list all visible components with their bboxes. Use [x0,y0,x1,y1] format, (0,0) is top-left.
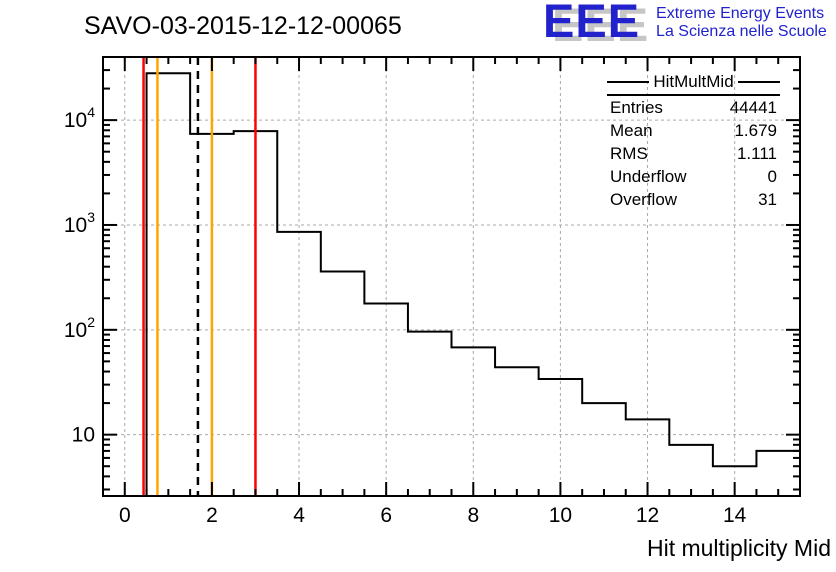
x-tick-label: 2 [206,504,218,527]
stats-row-mean: Mean 1.679 [607,119,780,142]
y-tick-label: 10 [72,424,95,447]
stats-title-row: HitMultMid [607,70,781,96]
stats-title: HitMultMid [653,72,734,91]
stats-value: 31 [758,189,777,209]
stats-row-underflow: Underflow 0 [607,165,780,188]
stats-row-overflow: Overflow 31 [607,188,780,211]
x-tick-label: 0 [119,504,131,527]
stats-box: HitMultMid Entries 44441 Mean 1.679 RMS … [607,70,781,211]
stats-border-line [607,81,650,83]
stats-label: Underflow [610,166,687,186]
eee-logo-acronym: EEE [543,0,641,47]
x-axis-title: Hit multiplicity Mid [646,535,831,561]
x-tick-label: 8 [467,504,479,527]
histogram-step-line [103,72,800,497]
stats-label: Mean [610,120,653,140]
stats-border-line [737,81,781,83]
eee-logo-line1: Extreme Energy Events [656,5,825,22]
eee-logo: EEE Extreme Energy Events La Scienza nel… [543,0,827,47]
plot-title: SAVO-03-2015-12-12-00065 [84,12,402,40]
stats-value: 44441 [729,97,777,117]
x-tick-label: 4 [293,504,305,527]
y-tick-label: 103 [64,209,95,237]
stats-row-entries: Entries 44441 [607,96,780,119]
stats-label: Overflow [610,189,678,209]
x-tick-label: 14 [723,504,747,527]
x-tick-label: 10 [549,504,572,527]
stats-row-rms: RMS 1.111 [607,142,780,165]
stats-label: RMS [610,143,648,163]
stats-value: 1.679 [734,120,777,140]
stats-value: 0 [767,166,777,186]
eee-logo-line2: La Scienza nelle Scuole [656,23,827,40]
y-tick-label: 102 [64,314,95,342]
y-tick-label: 104 [64,104,95,132]
x-tick-label: 12 [636,504,659,527]
stats-label: Entries [610,97,663,117]
eee-logo-text: Extreme Energy Events La Scienza nelle S… [656,2,827,41]
stats-value: 1.111 [736,143,777,163]
x-tick-label: 6 [380,504,392,527]
